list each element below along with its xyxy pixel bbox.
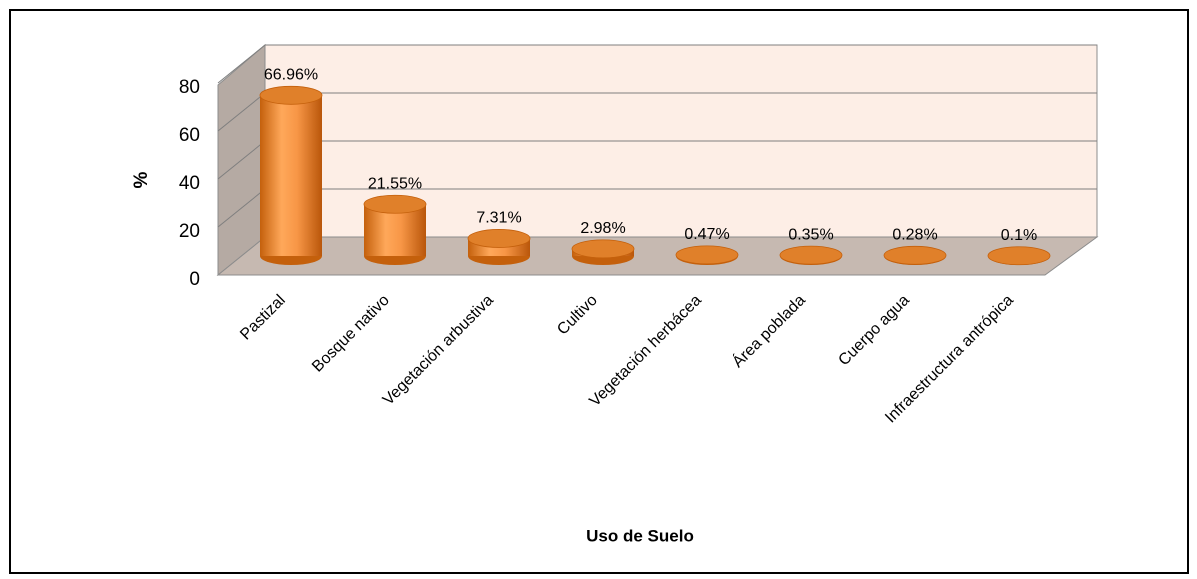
floor [216, 236, 1099, 276]
bar-top [467, 229, 531, 248]
y-axis-title: % [131, 171, 152, 188]
y-tick-label: 20 [179, 221, 200, 242]
bar-top [363, 194, 427, 214]
y-tick-label: 60 [179, 125, 200, 146]
bar-top [987, 246, 1051, 266]
value-label: 2.98% [580, 220, 625, 237]
bar-top [259, 85, 323, 105]
value-label: 0.35% [788, 226, 833, 243]
value-label: 0.28% [892, 227, 937, 244]
bar-top [571, 239, 635, 259]
x-axis-title: Uso de Suelo [586, 526, 694, 545]
value-label: 66.96% [264, 67, 318, 84]
value-label: 21.55% [368, 175, 422, 192]
bar-top [883, 245, 947, 265]
value-label: 0.1% [1001, 227, 1037, 244]
bar-top [779, 245, 843, 265]
y-tick-label: 80 [179, 77, 200, 98]
value-label: 7.31% [476, 210, 521, 227]
bar-top [675, 245, 739, 265]
bar [260, 95, 322, 257]
grid-line [217, 44, 1097, 84]
value-label: 0.47% [684, 226, 729, 243]
y-tick-label: 0 [189, 269, 200, 290]
y-tick-label: 40 [179, 173, 200, 194]
